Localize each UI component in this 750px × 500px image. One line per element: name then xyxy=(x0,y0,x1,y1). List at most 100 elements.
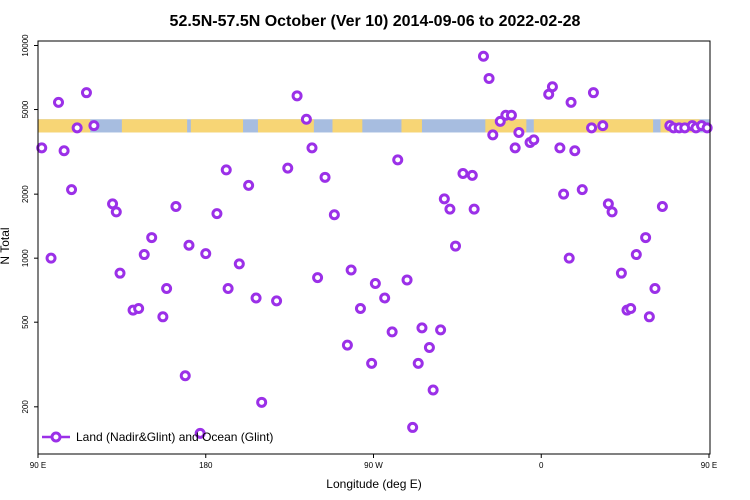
data-point xyxy=(407,421,419,433)
x-tick-label: 0 xyxy=(539,461,544,470)
data-point xyxy=(80,87,92,99)
y-axis-ticks: 200 500 1000 2000 5000 10000 xyxy=(21,34,38,414)
y-tick-label: 200 xyxy=(21,400,30,414)
data-point xyxy=(615,267,627,279)
y-axis-label: N Total xyxy=(0,227,12,264)
data-point xyxy=(565,96,577,108)
data-point xyxy=(558,188,570,200)
data-point xyxy=(563,252,575,264)
data-point xyxy=(319,171,331,183)
data-point xyxy=(528,134,540,146)
data-point xyxy=(256,396,268,408)
data-point xyxy=(630,249,642,261)
data-points xyxy=(36,50,713,439)
plot-frame xyxy=(37,40,711,455)
data-point xyxy=(133,302,145,314)
data-point xyxy=(427,384,439,396)
y-tick-label: 5000 xyxy=(21,100,30,118)
data-point xyxy=(554,142,566,154)
data-point xyxy=(58,145,70,157)
data-point xyxy=(438,193,450,205)
data-point xyxy=(243,179,255,191)
data-point xyxy=(546,81,558,93)
x-tick-label: 90 W xyxy=(364,461,383,470)
data-point xyxy=(477,50,489,62)
legend-marker xyxy=(50,431,62,443)
x-tick-label: 90 E xyxy=(701,461,717,470)
legend-label: Land (Nadir&Glint) and Ocean (Glint) xyxy=(76,430,273,444)
data-point xyxy=(53,96,65,108)
data-point xyxy=(328,209,340,221)
data-point xyxy=(606,206,618,218)
data-point xyxy=(379,292,391,304)
data-point xyxy=(88,120,100,132)
data-point xyxy=(138,249,150,261)
data-point xyxy=(587,87,599,99)
data-point xyxy=(66,184,78,196)
data-point xyxy=(450,240,462,252)
data-point xyxy=(586,122,598,134)
data-point xyxy=(179,370,191,382)
map-strip-land xyxy=(401,119,422,133)
data-point xyxy=(170,200,182,212)
data-point xyxy=(513,126,525,138)
data-point xyxy=(211,208,223,220)
data-point xyxy=(250,292,262,304)
data-point xyxy=(222,283,234,295)
data-point xyxy=(392,154,404,166)
data-point xyxy=(291,90,303,102)
data-point xyxy=(36,142,48,154)
data-point xyxy=(161,283,173,295)
chart-title: 52.5N-57.5N October (Ver 10) 2014-09-06 … xyxy=(170,13,581,30)
legend: Land (Nadir&Glint) and Ocean (Glint) xyxy=(42,430,273,444)
x-axis-ticks: 90 E 180 90 W 0 90 E xyxy=(30,454,717,470)
data-point xyxy=(312,272,324,284)
data-point xyxy=(157,311,169,323)
data-point xyxy=(457,168,469,180)
data-point xyxy=(643,311,655,323)
map-strip-land xyxy=(38,119,91,133)
data-point xyxy=(640,232,652,244)
data-point xyxy=(435,324,447,336)
data-point xyxy=(509,142,521,154)
map-strip-land xyxy=(190,119,244,133)
data-point xyxy=(306,142,318,154)
map-strip-land xyxy=(257,119,314,133)
data-point xyxy=(416,322,428,334)
y-tick-label: 1000 xyxy=(21,249,30,267)
data-point xyxy=(401,274,413,286)
data-point xyxy=(345,264,357,276)
data-point xyxy=(444,203,456,215)
y-tick-label: 10000 xyxy=(21,34,30,57)
data-point xyxy=(487,129,499,141)
data-point xyxy=(282,162,294,174)
data-point xyxy=(354,302,366,314)
data-point xyxy=(597,120,609,132)
data-point xyxy=(576,184,588,196)
data-point xyxy=(110,206,122,218)
map-strip-land xyxy=(121,119,188,133)
data-point xyxy=(366,357,378,369)
data-point xyxy=(233,258,245,270)
data-point xyxy=(468,203,480,215)
data-point xyxy=(569,145,581,157)
x-tick-label: 90 E xyxy=(30,461,46,470)
data-point xyxy=(423,342,435,354)
data-point xyxy=(45,252,57,264)
map-strip-land xyxy=(332,119,363,133)
x-axis-label: Longitude (deg E) xyxy=(326,477,421,491)
data-point xyxy=(505,109,517,121)
x-tick-label: 180 xyxy=(199,461,213,470)
data-point xyxy=(183,239,195,251)
y-tick-label: 500 xyxy=(21,315,30,329)
data-point xyxy=(412,357,424,369)
data-point xyxy=(146,232,158,244)
data-point xyxy=(200,248,212,260)
data-point xyxy=(341,339,353,351)
map-strip xyxy=(38,119,710,133)
data-point xyxy=(656,200,668,212)
data-point xyxy=(220,164,232,176)
data-point xyxy=(271,295,283,307)
data-point xyxy=(114,267,126,279)
